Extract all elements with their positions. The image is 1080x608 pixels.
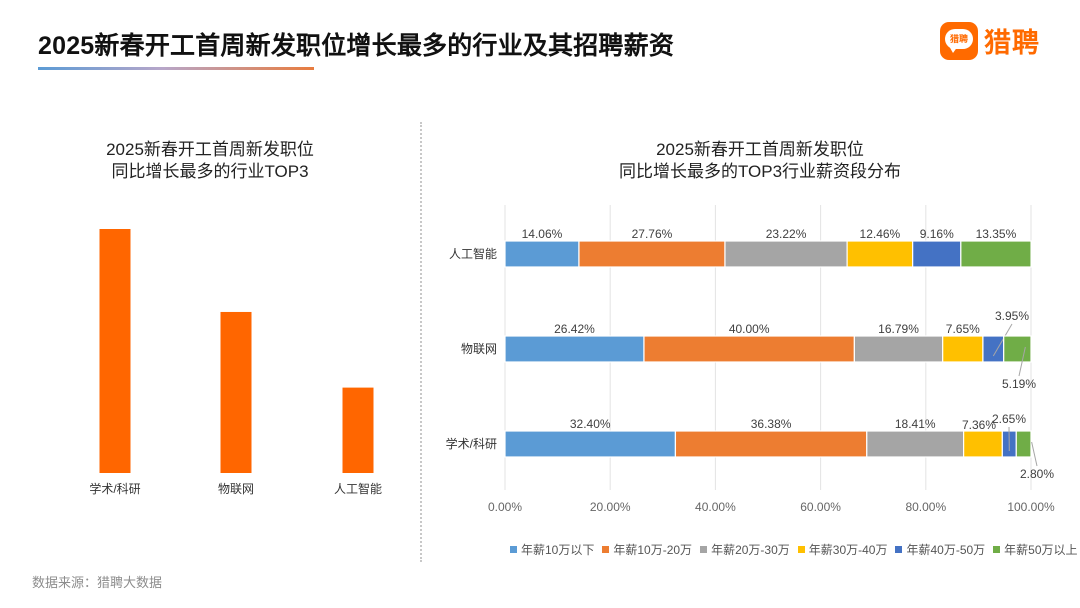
title-underline: [38, 67, 314, 70]
data-label: 32.40%: [570, 417, 611, 431]
label-leader-line: [992, 323, 1013, 357]
x-tick-label: 学术/科研: [89, 481, 140, 496]
legend-swatch-icon: [700, 546, 708, 553]
logo-text: 猎聘: [984, 28, 1040, 58]
legend-label: 年薪10万-20万: [613, 543, 693, 557]
data-label: 2.65%: [992, 412, 1026, 426]
bar-segment-年薪10万-20万: [578, 240, 726, 268]
logo-badge-text: 猎聘: [945, 28, 973, 49]
x-tick-label: 80.00%: [905, 500, 946, 514]
bar-segment-年薪10万以下: [504, 240, 580, 268]
bar-segment-年薪50万以上: [1015, 430, 1032, 458]
data-label: 36.38%: [751, 417, 792, 431]
x-tick-label: 20.00%: [590, 500, 631, 514]
data-label: 40.00%: [729, 322, 770, 336]
data-label: 2.80%: [1020, 467, 1054, 481]
left-chart-title: 2025新春开工首周新发职位 同比增长最多的行业TOP3: [60, 139, 360, 183]
legend-item: 年薪40万-50万: [895, 541, 985, 558]
data-label: 16.79%: [878, 322, 919, 336]
bar-segment-年薪50万以上: [1003, 335, 1032, 363]
x-tick-label: 物联网: [218, 482, 254, 496]
y-tick-label: 人工智能: [449, 246, 497, 261]
bar-segment-年薪40万-50万: [982, 335, 1005, 363]
left-bar-chart: 学术/科研 物联网 人工智能: [89, 229, 382, 496]
bar-物联网: [220, 311, 252, 473]
legend-label: 年薪50万以上: [1004, 543, 1078, 557]
bar-segment-年薪10万-20万: [643, 335, 855, 363]
x-tick-label: 人工智能: [334, 481, 382, 496]
left-chart-title-line2: 同比增长最多的行业TOP3: [111, 162, 309, 181]
chart-divider: [420, 122, 422, 562]
legend-swatch-icon: [602, 546, 610, 553]
bar-segment-年薪10万以下: [504, 430, 677, 458]
bar-人工智能: [342, 387, 374, 473]
data-label: 23.22%: [766, 227, 807, 241]
data-label: 9.16%: [920, 227, 954, 241]
bar-segment-年薪30万-40万: [942, 335, 984, 363]
bar-segment-年薪20万-30万: [724, 240, 848, 268]
y-tick-label: 学术/科研: [446, 436, 497, 451]
data-label: 7.65%: [946, 322, 980, 336]
bar-segment-年薪30万-40万: [846, 240, 914, 268]
logo-chat-bubble-icon: 猎聘: [940, 21, 978, 60]
bar-segment-年薪10万以下: [504, 335, 645, 363]
data-label: 12.46%: [860, 227, 901, 241]
label-leader-line: [1018, 346, 1026, 377]
legend-swatch-icon: [993, 546, 1001, 553]
liepin-logo: 猎聘 猎聘: [940, 21, 1040, 60]
y-tick-label: 物联网: [461, 342, 497, 356]
legend-item: 年薪20万-30万: [700, 541, 790, 558]
bar-segment-年薪30万-40万: [963, 430, 1003, 458]
x-tick-label: 60.00%: [800, 500, 841, 514]
legend-item: 年薪50万以上: [993, 541, 1078, 558]
data-source-note: 数据来源：猎聘大数据: [32, 575, 163, 590]
x-tick-label: 100.00%: [1007, 500, 1055, 514]
left-chart-title-line1: 2025新春开工首周新发职位: [106, 140, 314, 159]
legend-swatch-icon: [797, 546, 805, 553]
legend-swatch-icon: [510, 546, 517, 553]
bar-segment-年薪40万-50万: [912, 240, 962, 268]
data-label: 14.06%: [522, 227, 563, 241]
data-label: 26.42%: [554, 322, 595, 336]
right-chart-title: 2025新春开工首周新发职位 同比增长最多的TOP3行业薪资段分布: [560, 139, 960, 183]
data-label: 13.35%: [976, 227, 1017, 241]
label-leader-line: [1031, 441, 1038, 467]
stacked-bar-chart: 0.00% 20.00% 40.00% 60.00% 80.00% 100.00% 人工智能…: [446, 205, 1055, 514]
bar-segment-年薪10万-20万: [674, 430, 868, 458]
legend-label: 年薪20万-30万: [711, 543, 790, 557]
legend-label: 年薪40万-50万: [906, 543, 986, 557]
data-label: 3.95%: [995, 309, 1029, 323]
data-label: 7.36%: [962, 418, 996, 432]
legend-label: 年薪10万以下: [521, 543, 595, 557]
legend-item: 年薪10万-20万: [602, 541, 692, 558]
legend-item: 年薪10万以下: [510, 541, 594, 558]
page-title: 2025新春开工首周新发职位增长最多的行业及其招聘薪资: [38, 32, 675, 60]
bar-segment-年薪20万-30万: [866, 430, 965, 458]
bar-segment-年薪50万以上: [960, 240, 1032, 268]
data-label: 18.41%: [895, 417, 936, 431]
bar-segment-年薪20万-30万: [853, 335, 944, 363]
right-chart-title-line1: 2025新春开工首周新发职位: [656, 140, 864, 159]
data-label: 5.19%: [1002, 377, 1036, 391]
bar-学术/科研: [99, 229, 131, 473]
legend-item: 年薪30万-40万: [797, 541, 888, 558]
legend-swatch-icon: [895, 546, 903, 553]
legend-label: 年薪30万-40万: [808, 543, 888, 557]
right-chart-title-line2: 同比增长最多的TOP3行业薪资段分布: [618, 162, 902, 181]
x-tick-label: 40.00%: [695, 500, 736, 514]
x-tick-label: 0.00%: [488, 500, 522, 514]
chart-legend: 年薪10万以下 年薪10万-20万 年薪20万-30万 年薪30万-40万 年薪40万-…: [510, 541, 1080, 558]
data-label: 27.76%: [632, 227, 673, 241]
